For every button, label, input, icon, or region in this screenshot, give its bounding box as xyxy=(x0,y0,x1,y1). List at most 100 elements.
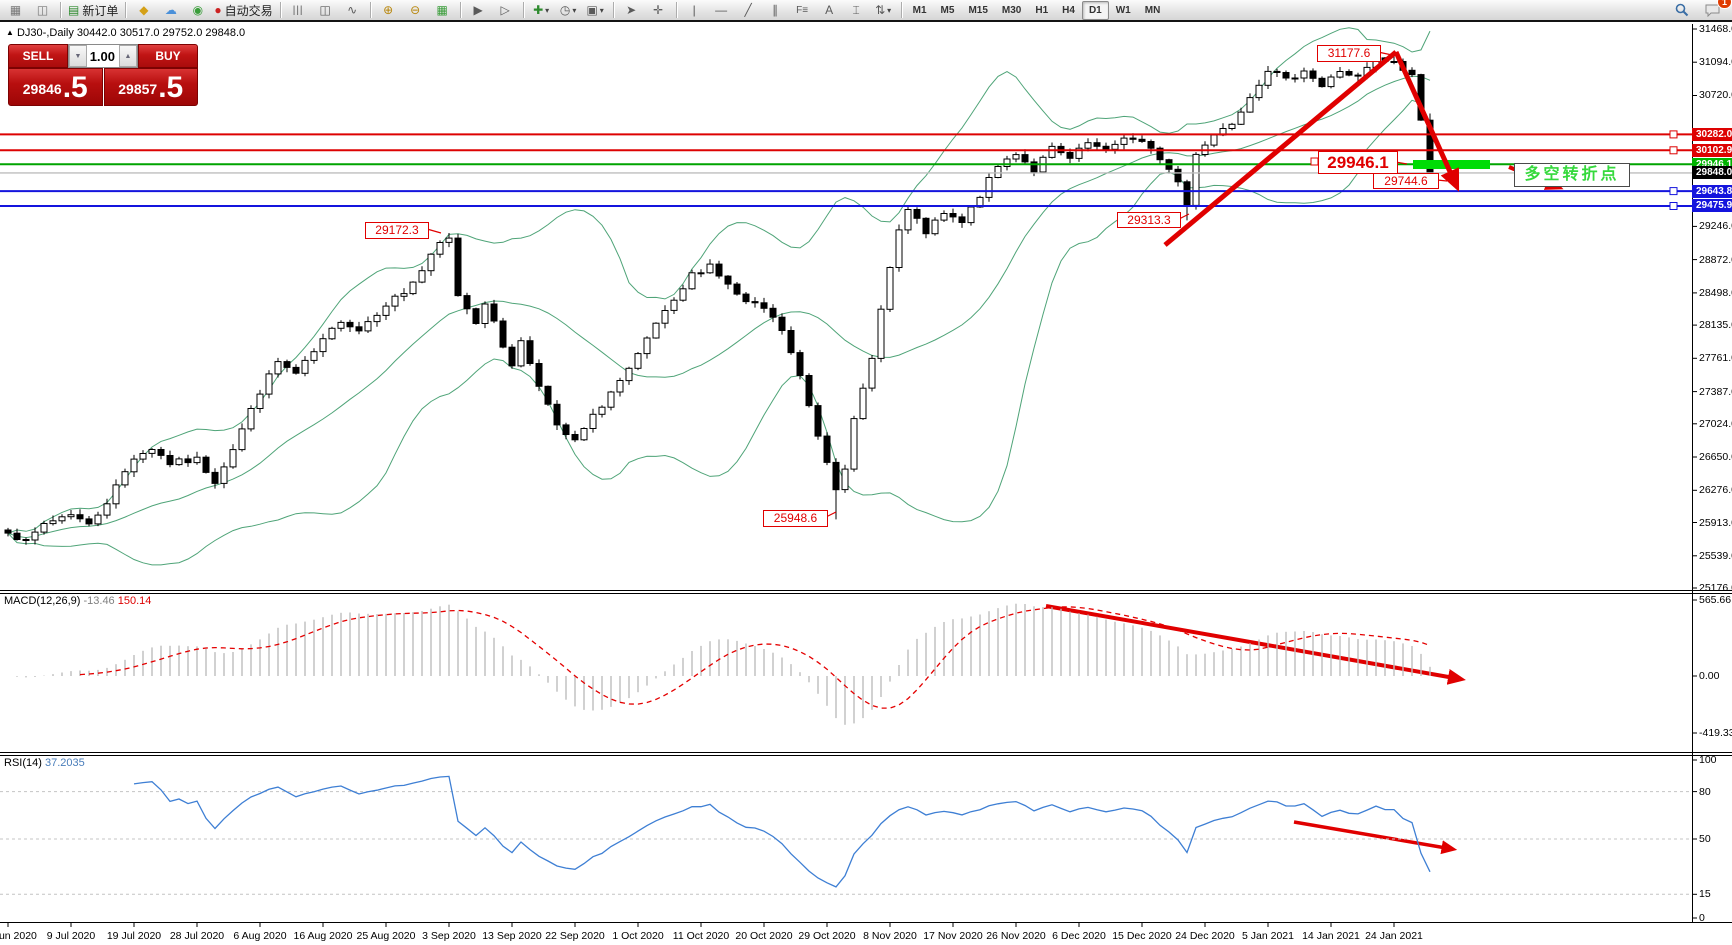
price-annotation-sep-high[interactable]: 29172.3 xyxy=(365,222,429,239)
autotrading-button[interactable]: ● 自动交易 xyxy=(211,0,275,21)
sell-price[interactable]: 29846.5 xyxy=(8,68,103,106)
zoom-out-icon: ⊖ xyxy=(410,3,421,17)
timeframe-M15[interactable]: M15 xyxy=(968,4,988,16)
separator xyxy=(125,2,127,18)
sell-price-main: 29846 xyxy=(22,81,62,97)
fibonacci-button[interactable]: F≡ xyxy=(789,0,816,21)
macd-header: MACD(12,26,9) -13.46 150.14 xyxy=(4,595,151,607)
price-annotation-swing-low[interactable]: 29313.3 xyxy=(1117,212,1181,228)
deposit-icon: ◆ xyxy=(139,3,149,17)
text-icon: A xyxy=(825,3,834,17)
timeframe-M5[interactable]: M5 xyxy=(940,4,955,16)
separator xyxy=(60,2,61,18)
rsi-tick: 80 xyxy=(1699,786,1711,798)
symbol-title: DJ30-,Daily xyxy=(16,27,74,39)
price-annotation-pullback[interactable]: 29744.6 xyxy=(1373,173,1439,189)
sell-price-pips: .5 xyxy=(62,71,88,104)
turn-point-note[interactable]: 多空转折点 xyxy=(1514,163,1630,187)
price-tick: 28135.0 xyxy=(1699,319,1732,331)
text-button[interactable]: A xyxy=(816,0,843,21)
price-annotation-oct-low[interactable]: 25948.6 xyxy=(763,510,828,527)
date-label: 24 Dec 2020 xyxy=(1175,930,1235,942)
search-button[interactable] xyxy=(1668,0,1695,21)
buy-price-main: 29857 xyxy=(118,81,158,97)
price-tick: 29246.0 xyxy=(1699,220,1732,232)
label-handle[interactable] xyxy=(1310,157,1319,166)
new-order-button[interactable]: ▤ 新订单 xyxy=(65,0,121,21)
cursor-button[interactable]: ➤ xyxy=(618,0,645,21)
new-order-icon: ▤ xyxy=(68,3,80,17)
text-label-icon: ⌶ xyxy=(852,2,860,17)
date-label: 16 Aug 2020 xyxy=(293,930,353,942)
price-level-box: 30102.9 xyxy=(1692,144,1732,157)
candle-chart-icon: ◫ xyxy=(319,3,331,17)
signals-button[interactable]: ◉ xyxy=(184,0,211,21)
channel-button[interactable]: ∥ xyxy=(762,0,789,21)
periods-button[interactable]: ◷ ▾ xyxy=(555,0,582,21)
timeframe-H1[interactable]: H1 xyxy=(1035,4,1049,16)
timeframe-MN[interactable]: MN xyxy=(1144,4,1161,16)
bar-chart-button[interactable]: ||| xyxy=(285,0,312,21)
rsi-tick: 50 xyxy=(1699,833,1711,845)
timeframe-M30[interactable]: M30 xyxy=(1001,4,1022,16)
date-label: 24 Jan 2021 xyxy=(1365,930,1423,942)
timeframe-M1[interactable]: M1 xyxy=(912,4,927,16)
timeframe-W1[interactable]: W1 xyxy=(1115,4,1131,16)
search-icon xyxy=(1675,3,1688,17)
trend-arrows[interactable] xyxy=(1045,50,1564,855)
price-level-box: 29643.8 xyxy=(1692,185,1732,198)
line-chart-button[interactable]: ∿ xyxy=(339,0,366,21)
date-label: 6 Aug 2020 xyxy=(233,930,287,942)
crosshair-icon: ✛ xyxy=(653,3,664,17)
timeframe-D1[interactable]: D1 xyxy=(1081,0,1109,20)
macd-signal-value: 150.14 xyxy=(117,595,152,607)
tile-windows-button[interactable]: ▦ xyxy=(429,0,456,21)
horizontal-lines[interactable] xyxy=(0,130,1692,210)
new-chart-icon: ▦ xyxy=(9,3,22,17)
new-chart-button[interactable]: ▦ xyxy=(2,0,29,21)
indicators-button[interactable]: ✚ ▾ xyxy=(528,0,555,21)
chevron-down-icon: ▾ xyxy=(887,5,892,15)
rsi-tick: 100 xyxy=(1699,754,1717,766)
chevron-down-icon: ▾ xyxy=(572,5,577,15)
fibonacci-icon: F≡ xyxy=(796,4,809,16)
price-tick: 30720.0 xyxy=(1699,89,1732,101)
deposit-button[interactable]: ◆ xyxy=(130,0,157,21)
sell-button[interactable]: SELL xyxy=(8,44,68,68)
cloud-button[interactable]: ☁ xyxy=(157,0,184,21)
date-label: 14 Jan 2021 xyxy=(1302,930,1360,942)
zoom-out-button[interactable]: ⊖ xyxy=(402,0,429,21)
buy-button[interactable]: BUY xyxy=(138,44,198,68)
rsi-divergence-arrow xyxy=(1293,820,1458,855)
templates-button[interactable]: ▣ ▾ xyxy=(582,0,609,21)
horizontal-line-button[interactable]: — xyxy=(708,0,735,21)
text-label-button[interactable]: ⌶ xyxy=(843,0,870,21)
turn-zone-bar[interactable] xyxy=(1413,160,1490,169)
trendline-button[interactable]: ╱ xyxy=(735,0,762,21)
vertical-line-button[interactable]: | xyxy=(681,0,708,21)
profiles-button[interactable]: ◫ xyxy=(29,0,56,21)
arrows-button[interactable]: ⇅ ▾ xyxy=(870,0,897,21)
date-label: 30 Jun 2020 xyxy=(0,930,37,942)
buy-price[interactable]: 29857.5 xyxy=(103,68,198,106)
price-annotation-turn-level[interactable]: 29946.1 xyxy=(1318,151,1398,174)
notifications-button[interactable]: 1 xyxy=(1699,0,1732,21)
price-tick: 28498.0 xyxy=(1699,287,1732,299)
line-handle xyxy=(1669,202,1678,210)
channel-icon: ∥ xyxy=(772,3,779,17)
auto-scroll-button[interactable]: ▶ xyxy=(465,0,492,21)
volume-value[interactable]: 1.00 xyxy=(89,48,115,64)
zoom-in-button[interactable]: ⊕ xyxy=(375,0,402,21)
chart-shift-button[interactable]: ▷ xyxy=(492,0,519,21)
price-annotation-jan-high[interactable]: 31177.6 xyxy=(1317,45,1381,62)
timeframe-H4[interactable]: H4 xyxy=(1062,4,1075,16)
autotrading-label: 自动交易 xyxy=(224,3,273,18)
collapse-icon[interactable]: ▲ xyxy=(6,28,14,37)
volume-increase-button[interactable]: ▲ xyxy=(119,45,137,67)
date-label: 1 Oct 2020 xyxy=(612,930,664,942)
volume-decrease-button[interactable]: ▼ xyxy=(69,45,87,67)
separator xyxy=(900,2,902,18)
candle-chart-button[interactable]: ◫ xyxy=(312,0,339,21)
crosshair-button[interactable]: ✛ xyxy=(645,0,672,21)
profiles-icon: ◫ xyxy=(36,3,49,17)
